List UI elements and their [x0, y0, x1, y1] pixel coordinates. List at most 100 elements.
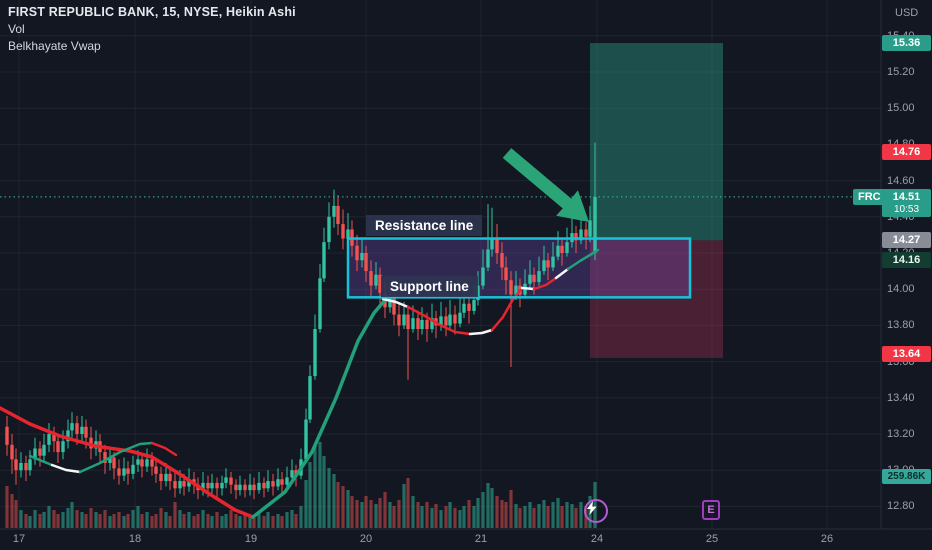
volume-bar	[327, 468, 331, 528]
indicator-vol-label[interactable]: Vol	[8, 22, 25, 36]
symbol-title[interactable]: FIRST REPUBLIC BANK, 15, NYSE, Heikin As…	[8, 5, 296, 19]
volume-bar	[336, 482, 340, 528]
volume-bar	[33, 510, 37, 528]
volume-bar	[266, 512, 270, 528]
volume-bar	[42, 512, 46, 528]
arrow-annotation[interactable]	[502, 148, 589, 222]
volume-bar	[187, 512, 191, 528]
volume-bar	[229, 510, 233, 528]
volume-bar	[5, 486, 9, 528]
volume-bar	[24, 514, 28, 528]
volume-bar	[514, 504, 518, 528]
volume-bar	[84, 514, 88, 528]
candle-body	[215, 482, 219, 489]
price-tick: 13.80	[887, 319, 915, 332]
candle-body	[341, 224, 345, 239]
volume-bar	[500, 500, 504, 528]
candle-body	[238, 484, 242, 491]
earnings-event-icon[interactable]: E	[702, 500, 720, 520]
candle-body	[243, 484, 247, 491]
volume-bar	[425, 502, 429, 528]
volume-bar	[406, 478, 410, 528]
candle-body	[579, 229, 583, 241]
volume-bar	[234, 514, 238, 528]
candle-body	[262, 482, 266, 489]
long-target-zone[interactable]	[590, 43, 723, 241]
candle-body	[131, 464, 135, 474]
candle-body	[490, 238, 494, 250]
candle-body	[467, 303, 471, 311]
candle-body	[257, 482, 261, 491]
candle-body	[173, 481, 177, 489]
candle-body	[308, 376, 312, 420]
candle-body	[346, 229, 350, 239]
long-stop-zone[interactable]	[590, 240, 723, 358]
candle-body	[411, 318, 415, 330]
support-resistance-box[interactable]	[346, 237, 692, 299]
earnings-event-letter: E	[707, 504, 715, 516]
volume-bar	[262, 516, 266, 528]
price-axis[interactable]: 15.4015.2015.0014.8014.6014.4014.2014.00…	[882, 0, 932, 529]
indicator-vwap-label[interactable]: Belkhayate Vwap	[8, 39, 101, 53]
support-line-label[interactable]: Support line	[381, 276, 478, 297]
volume-bar	[402, 484, 406, 528]
candle-body	[472, 300, 476, 311]
volume-bar	[462, 506, 466, 528]
volume-bar	[159, 508, 163, 528]
volume-bar	[248, 516, 252, 528]
volume-bar	[546, 506, 550, 528]
volume-bar	[332, 474, 336, 528]
volume-bar	[486, 483, 490, 528]
belkhayate-vwap-line	[520, 286, 536, 291]
time-tick: 17	[12, 533, 26, 545]
volume-bar	[56, 514, 60, 528]
volume-bar	[350, 496, 354, 528]
candle-body	[168, 473, 172, 482]
candle-body	[509, 280, 513, 295]
volume-bar	[173, 502, 177, 528]
volume-bar	[308, 462, 312, 528]
volume-bar	[220, 516, 224, 528]
bar-countdown: 10:53	[893, 203, 920, 215]
resistance-line-label[interactable]: Resistance line	[366, 215, 483, 236]
volume-bar	[38, 514, 42, 528]
volume-bar	[112, 514, 116, 528]
volume-bar	[355, 500, 359, 528]
volume-bar	[448, 502, 452, 528]
volume-bar	[66, 508, 70, 528]
candle-body	[159, 473, 163, 482]
volume-bar	[257, 514, 261, 528]
volume-bar	[565, 502, 569, 528]
price-tick: 15.00	[887, 102, 915, 115]
candle-body	[388, 298, 392, 308]
volume-bar	[89, 508, 93, 528]
candle-body	[210, 482, 214, 489]
price-tick: 14.00	[887, 283, 915, 296]
volume-bar	[378, 498, 382, 528]
candle-body	[318, 278, 322, 330]
volume-bar	[103, 510, 107, 528]
candle-body	[420, 319, 424, 330]
candle-body	[402, 314, 406, 326]
volume-bar	[542, 500, 546, 528]
lightning-event-icon[interactable]	[584, 499, 608, 523]
volume-bar	[383, 492, 387, 528]
candle-body	[574, 233, 578, 241]
volume-badge: 259.86K	[882, 468, 931, 484]
volume-bar	[10, 494, 14, 528]
candle-body	[453, 314, 457, 324]
volume-bar	[122, 516, 126, 528]
volume-bar	[294, 514, 298, 528]
candle-body	[33, 448, 37, 460]
candle-body	[112, 457, 116, 469]
volume-bar	[434, 504, 438, 528]
symbol-price-tag: FRC	[853, 188, 886, 205]
time-axis[interactable]: 17 18 19 20 21 24 25 26	[0, 529, 932, 550]
volume-bar	[444, 506, 448, 528]
candle-body	[416, 318, 420, 330]
candle-body	[271, 481, 275, 487]
alert-price-badge-upper: 14.76	[882, 143, 931, 160]
price-axis-unit: USD	[895, 7, 919, 19]
